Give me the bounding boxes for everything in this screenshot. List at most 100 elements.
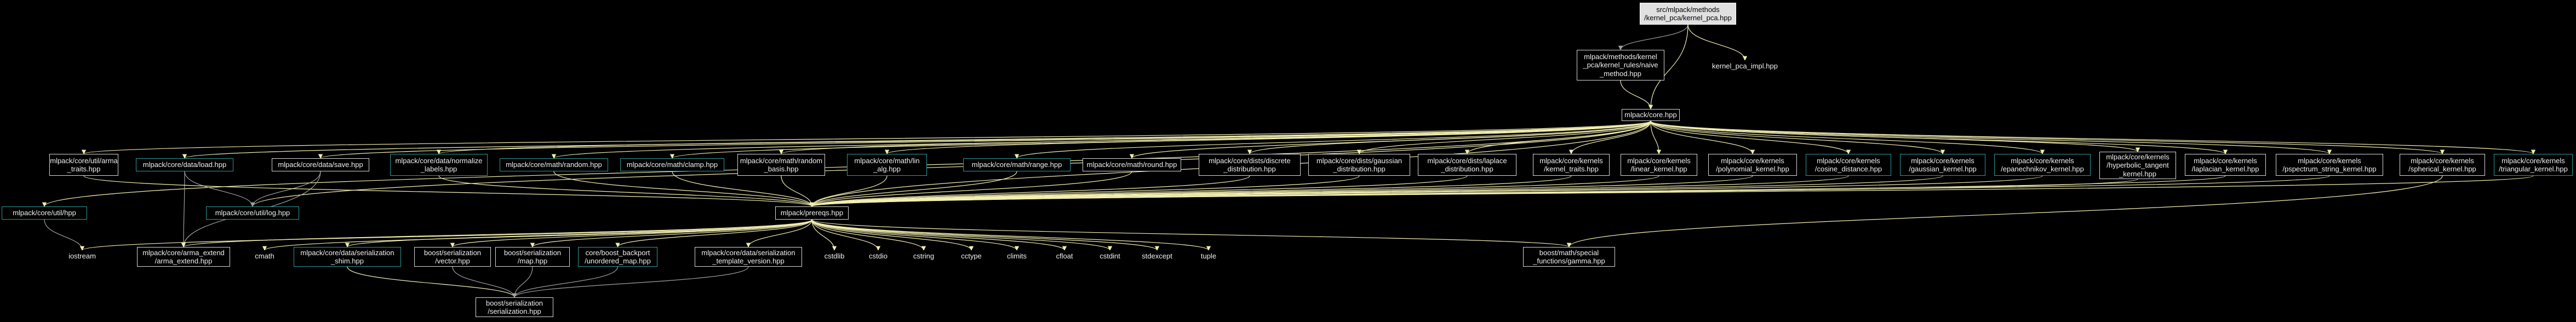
edge-prereqs-to-stdexcept [811, 219, 1160, 251]
edge-prereqs-to-boost-map [530, 219, 812, 248]
node-round[interactable]: mlpack/core/math/round.hpp [1083, 158, 1181, 171]
node-iostream: iostream [60, 250, 104, 262]
node-laplace[interactable]: mlpack/core/dists/laplace _distribution.… [1418, 154, 1516, 176]
edge-core-to-discrete [1247, 120, 1651, 154]
edge-lin-alg-to-prereqs [809, 175, 888, 207]
node-climits: climits [997, 250, 1037, 262]
node-triangular-kernel[interactable]: mlpack/core/kernels /triangular_kernel.h… [2494, 154, 2573, 176]
edge-core-to-util-log [250, 120, 1651, 207]
edge-arma-traits-to-prereqs [83, 175, 814, 207]
node-spherical-kernel[interactable]: mlpack/core/kernels /spherical_kernel.hp… [2400, 154, 2485, 176]
node-arma-extend[interactable]: mlpack/core/arma_extend /arma_extend.hpp [137, 247, 230, 267]
edge-normalize-labels-to-prereqs [438, 175, 814, 207]
edge-unordered-map-to-boost-serialization [512, 266, 619, 298]
edge-load-to-util-log [184, 171, 255, 207]
edge-prereqs-to-cfloat [811, 219, 1067, 251]
edge-prereqs-to-serialization-shim [345, 219, 812, 248]
node-epanechnikov[interactable]: mlpack/core/kernels /epanechnikov_kernel… [1994, 154, 2091, 176]
edge-prereqs-to-serialization-template [746, 219, 812, 248]
edge-core-to-epanechnikov [1650, 120, 2045, 154]
node-serialization-template[interactable]: mlpack/core/data/serialization _template… [695, 247, 802, 267]
node-lin-alg[interactable]: mlpack/core/math/lin _alg.hpp [847, 154, 927, 176]
edge-spherical-kernel-to-boost-gamma [1567, 175, 2443, 248]
node-boost-map[interactable]: boost/serialization /map.hpp [495, 247, 570, 267]
node-arma-traits[interactable]: mlpack/core/util/arma _traits.hpp [49, 154, 118, 176]
edge-range-to-prereqs [809, 171, 1017, 207]
edge-kernel-pca-to-kernel-pca-impl [1687, 24, 1748, 61]
node-clamp[interactable]: mlpack/core/math/clamp.hpp [620, 158, 724, 171]
edge-save-to-util-log [250, 171, 321, 207]
node-tuple: tuple [1192, 250, 1225, 262]
edge-prereqs-to-cctype [811, 219, 974, 251]
edge-core-to-spherical-kernel [1650, 120, 2445, 154]
edge-core-to-gaussian-dist [1356, 120, 1651, 154]
node-laplacian-kernel[interactable]: mlpack/core/kernels /laplacian_kernel.hp… [2185, 154, 2266, 176]
node-polynomial-kernel[interactable]: mlpack/core/kernels /polynomial_kernel.h… [1708, 154, 1797, 176]
node-boost-gamma[interactable]: boost/math/special _functions/gamma.hpp [1523, 247, 1615, 267]
edge-kernel-pca-to-naive-method [1618, 24, 1688, 50]
edge-core-to-linear-kernel [1650, 120, 1662, 154]
edge-prereqs-to-cstdio [811, 219, 881, 251]
edge-prereqs-to-cstdint [811, 219, 1113, 251]
edge-core-to-kernel-traits [1569, 120, 1651, 154]
node-cmath: cmath [245, 250, 284, 262]
node-cosine-distance[interactable]: mlpack/core/kernels /cosine_distance.hpp [1806, 154, 1891, 176]
edge-core-to-normalize-labels [437, 120, 1651, 154]
node-random-basis[interactable]: mlpack/core/math/random _basis.hpp [737, 154, 825, 176]
edge-load-to-arma-extend [181, 171, 186, 248]
edge-epanechnikov-to-prereqs [810, 175, 2043, 207]
edge-core-to-triangular-kernel [1650, 120, 2535, 154]
node-kernel-traits[interactable]: mlpack/core/kernels /kernel_traits.hpp [1533, 154, 1610, 176]
node-random[interactable]: mlpack/core/math/random.hpp [500, 158, 608, 171]
node-kernel-pca[interactable]: src/mlpack/methods /kernel_pca/kernel_pc… [1640, 3, 1736, 25]
node-cstdio: cstdio [859, 250, 897, 262]
node-util-log[interactable]: mlpack/core/util/log.hpp [206, 206, 299, 220]
edge-naive-method-to-core [1620, 80, 1653, 110]
node-prereqs[interactable]: mlpack/prereqs.hpp [775, 206, 849, 220]
edge-layer [42, 24, 2535, 298]
edge-prereqs-to-cstring [811, 219, 926, 251]
edge-prereqs-to-cstdlib [811, 219, 837, 251]
edge-core-to-polynomial-kernel [1650, 120, 1755, 154]
edge-core-to-random-basis [779, 120, 1651, 154]
edge-round-to-prereqs [809, 171, 1132, 207]
edge-triangular-kernel-to-prereqs [810, 175, 2534, 207]
node-kernel-pca-impl: kernel_pca_impl.hpp [1705, 60, 1785, 72]
edge-core-to-lin-alg [885, 120, 1651, 154]
edge-discrete-to-prereqs [810, 175, 1250, 207]
node-naive-method[interactable]: mlpack/methods/kernel _pca/kernel_rules/… [1577, 50, 1664, 81]
node-cstdlib: cstdlib [815, 250, 854, 262]
node-linear-kernel[interactable]: mlpack/core/kernels /linear_kernel.hpp [1621, 154, 1697, 176]
node-boost-serialization[interactable]: boost/serialization /serialization.hpp [476, 297, 553, 317]
edge-serialization-template-to-boost-serialization [512, 266, 749, 298]
node-load[interactable]: mlpack/core/data/load.hpp [136, 158, 233, 171]
node-discrete[interactable]: mlpack/core/dists/discrete _distribution… [1199, 154, 1301, 176]
edge-core-to-laplacian-kernel [1650, 120, 2228, 154]
edge-core-to-load [182, 120, 1651, 159]
node-serialization-shim[interactable]: mlpack/core/data/serialization _shim.hpp [294, 247, 401, 267]
edge-gaussian-dist-to-prereqs [810, 175, 1360, 207]
edge-prereqs-to-boost-gamma [811, 219, 1571, 248]
node-unordered-map[interactable]: core/boost_backport /unordered_map.hpp [578, 247, 657, 267]
node-boost-vector[interactable]: boost/serialization /vector.hpp [414, 247, 491, 267]
edge-core-to-save [318, 120, 1651, 159]
node-stdexcept: stdexcept [1134, 250, 1180, 262]
node-gaussian-dist[interactable]: mlpack/core/dists/gaussian _distribution… [1308, 154, 1410, 176]
node-cctype: cctype [952, 250, 991, 262]
node-util-hpp[interactable]: mlpack/core/util/hpp [2, 206, 87, 220]
node-range[interactable]: mlpack/core/math/range.hpp [963, 158, 1071, 171]
edge-kernel-pca-to-core [1648, 24, 1688, 110]
node-pspectrum[interactable]: mlpack/core/kernels /pspectrum_string_ke… [2276, 154, 2383, 176]
node-normalize-labels[interactable]: mlpack/core/data/normalize _labels.hpp [390, 154, 488, 176]
node-gaussian-kernel[interactable]: mlpack/core/kernels /gaussian_kernel.hpp [1900, 154, 1985, 176]
node-save[interactable]: mlpack/core/data/save.hpp [272, 158, 369, 171]
node-hyperbolic-tangent[interactable]: mlpack/core/kernels /hyperbolic_tangent … [2099, 152, 2176, 179]
edge-prereqs-to-unordered-map [615, 219, 812, 248]
edge-prereqs-to-arma-extend [181, 219, 812, 248]
edge-prereqs-to-boost-vector [450, 219, 812, 248]
edge-random-to-prereqs [553, 171, 815, 207]
node-core[interactable]: mlpack/core.hpp [1622, 109, 1680, 121]
node-cfloat: cfloat [1045, 250, 1084, 262]
